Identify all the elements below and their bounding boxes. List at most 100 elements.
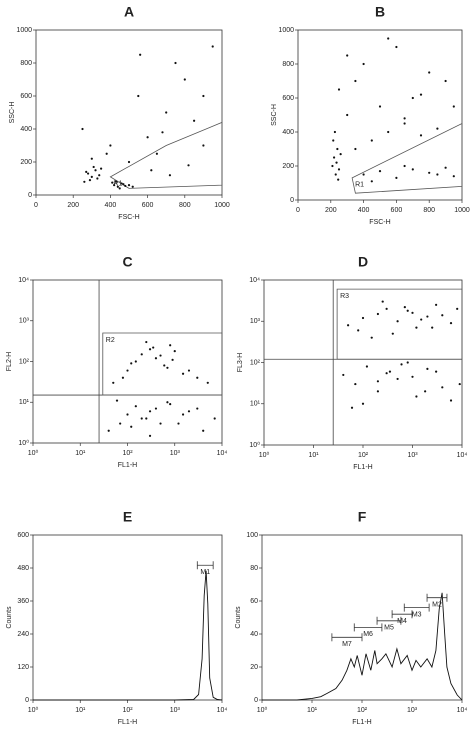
event-dot	[127, 184, 131, 187]
x-tick-label: 400	[105, 202, 117, 209]
event-dot	[134, 405, 137, 408]
y-tick-label: 20	[250, 664, 258, 671]
marker-bar	[331, 633, 363, 642]
x-tick-label: 10⁴	[457, 707, 468, 714]
event-dot	[159, 422, 162, 425]
event-dot	[116, 185, 119, 188]
event-dot	[81, 127, 84, 131]
panel-label: D	[358, 254, 368, 270]
x-tick-label: 10²	[357, 707, 368, 714]
marker-bar	[403, 603, 430, 612]
x-tick-label: 10⁴	[457, 452, 468, 459]
event-dot	[436, 127, 439, 130]
y-axis-label: FL2-H	[6, 352, 13, 371]
x-tick-label: 400	[358, 207, 370, 214]
x-tick-label: 800	[179, 202, 191, 209]
y-axis-label: FL3-H	[237, 353, 244, 372]
y-tick-label: 10³	[250, 318, 261, 325]
y-axis-label: SSC-H	[9, 102, 16, 124]
event-dot	[105, 152, 108, 155]
event-dot	[403, 117, 406, 120]
event-dot	[431, 326, 434, 329]
event-dot	[387, 37, 390, 40]
event-dot	[181, 413, 185, 416]
event-dot	[400, 363, 403, 366]
x-tick-label: 10²	[358, 452, 369, 459]
event-dot	[140, 353, 143, 356]
y-tick-label: 120	[17, 664, 29, 671]
event-dot	[173, 349, 176, 353]
event-dot	[419, 93, 423, 96]
marker-label: M1	[200, 569, 210, 576]
event-dot	[181, 372, 185, 375]
marker-label: M3	[412, 611, 422, 618]
x-axis-label: FL1-H	[352, 719, 371, 726]
marker-bar	[426, 593, 448, 602]
event-dot	[196, 376, 199, 379]
event-dot	[159, 354, 162, 357]
event-dot	[354, 382, 357, 386]
event-dot	[165, 111, 168, 114]
y-tick-label: 80	[250, 565, 258, 572]
event-dot	[193, 119, 196, 122]
x-tick-label: 10⁰	[257, 706, 268, 714]
y-tick-label: 10³	[19, 318, 30, 325]
event-dot	[337, 168, 341, 171]
event-dot	[166, 401, 169, 404]
event-dot	[121, 376, 125, 379]
y-tick-label: 10²	[250, 359, 261, 366]
event-dot	[177, 422, 180, 425]
panel-label: F	[358, 509, 367, 525]
event-dot	[130, 362, 133, 365]
event-dot	[339, 153, 342, 156]
plot-frame	[297, 29, 463, 201]
event-dot	[96, 177, 99, 180]
event-dot	[424, 390, 427, 393]
event-dot	[90, 175, 93, 178]
event-dot	[118, 187, 121, 190]
y-tick-label: 0	[28, 192, 32, 199]
event-dot	[94, 169, 97, 172]
event-dot	[426, 367, 429, 370]
x-tick-label: 10¹	[307, 707, 318, 714]
x-tick-label: 1000	[454, 207, 470, 214]
y-tick-label: 200	[20, 159, 32, 166]
event-dot	[163, 364, 166, 367]
event-dot	[419, 134, 423, 137]
event-dot	[456, 307, 459, 310]
event-dot	[187, 410, 191, 413]
x-tick-label: 10¹	[75, 450, 86, 457]
event-dot	[166, 366, 169, 369]
panel-label: E	[123, 509, 132, 525]
y-tick-label: 200	[282, 163, 294, 170]
event-dot	[202, 94, 205, 98]
event-dot	[415, 326, 418, 329]
x-tick-label: 10⁴	[217, 707, 228, 714]
y-tick-label: 360	[17, 598, 29, 605]
event-dot	[415, 395, 418, 398]
event-dot	[85, 170, 88, 173]
event-dot	[441, 314, 444, 317]
event-dot	[435, 303, 438, 306]
event-dot	[378, 105, 382, 108]
event-dot	[420, 318, 423, 321]
x-tick-label: 10³	[170, 707, 181, 714]
event-dot	[435, 370, 438, 373]
x-axis-label: FL1-H	[118, 462, 137, 469]
x-tick-label: 200	[325, 207, 337, 214]
x-axis-label: FL1-H	[353, 464, 372, 471]
plot-frame	[35, 29, 223, 196]
event-dot	[187, 369, 191, 372]
event-dot	[378, 170, 382, 173]
y-tick-label: 10⁴	[249, 277, 260, 284]
y-tick-label: 600	[17, 532, 29, 539]
event-dot	[145, 417, 148, 420]
marker-bar	[196, 561, 214, 570]
y-tick-label: 0	[290, 197, 294, 204]
y-tick-label: 600	[20, 93, 32, 100]
event-dot	[98, 174, 101, 177]
y-tick-label: 800	[282, 61, 294, 68]
event-dot	[381, 300, 384, 303]
y-tick-label: 60	[250, 598, 258, 605]
event-dot	[337, 178, 340, 181]
